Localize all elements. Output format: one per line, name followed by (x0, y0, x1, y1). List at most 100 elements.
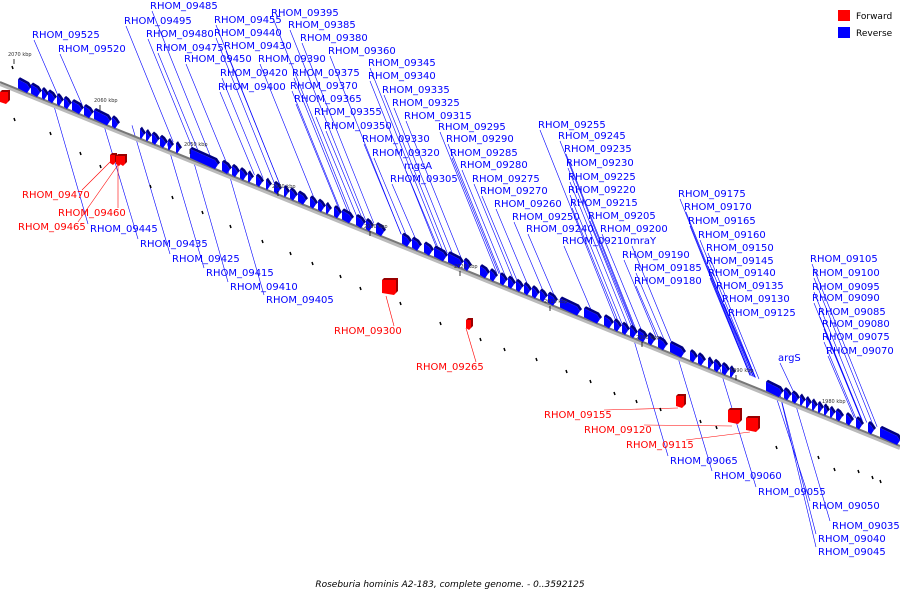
gene-arrow-reverse[interactable] (448, 253, 462, 268)
gene-label-reverse[interactable]: RHOM_09475 (156, 43, 224, 54)
gene-label-reverse[interactable]: RHOM_09430 (224, 41, 292, 52)
gene-arrow-reverse[interactable] (402, 234, 410, 247)
gene-arrow-reverse[interactable] (548, 293, 556, 306)
gene-arrow-reverse[interactable] (500, 274, 506, 286)
gene-arrow-reverse[interactable] (190, 148, 218, 170)
gene-arrow-reverse[interactable] (18, 79, 30, 94)
gene-label-reverse[interactable]: RHOM_09245 (558, 131, 626, 142)
gene-arrow-reverse[interactable] (766, 381, 782, 398)
gene-label-reverse[interactable]: RHOM_09365 (294, 94, 362, 105)
gene-label-reverse[interactable]: RHOM_09385 (288, 20, 356, 31)
gene-arrow-reverse[interactable] (830, 407, 834, 419)
gene-label-reverse[interactable]: RHOM_09065 (670, 456, 738, 467)
gene-arrow-reverse[interactable] (232, 165, 238, 178)
gene-label-reverse[interactable]: RHOM_09260 (494, 199, 562, 210)
gene-arrow-reverse[interactable] (146, 131, 150, 142)
gene-label-reverse[interactable]: RHOM_09420 (220, 68, 288, 79)
gene-arrow-reverse[interactable] (868, 423, 874, 435)
gene-arrow-reverse[interactable] (222, 161, 230, 175)
gene-label-reverse[interactable]: RHOM_09255 (538, 120, 606, 131)
gene-label-reverse[interactable]: argS (778, 353, 801, 364)
gene-label-reverse[interactable]: RHOM_09440 (214, 28, 282, 39)
gene-arrow-reverse[interactable] (648, 334, 654, 346)
gene-label-reverse[interactable]: RHOM_09175 (678, 189, 746, 200)
gene-label-reverse[interactable]: RHOM_09135 (716, 281, 784, 292)
gene-label-reverse[interactable]: RHOM_09070 (826, 346, 894, 357)
gene-label-reverse[interactable]: RHOM_09295 (438, 122, 506, 133)
gene-arrow-reverse[interactable] (638, 330, 646, 343)
gene-label-reverse[interactable]: RHOM_09055 (758, 487, 826, 498)
gene-arrow-reverse[interactable] (248, 172, 252, 183)
gene-label-reverse[interactable]: RHOM_09235 (564, 144, 632, 155)
gene-label-reverse[interactable]: RHOM_09125 (728, 308, 796, 319)
gene-arrow-reverse[interactable] (240, 169, 246, 181)
gene-label-forward[interactable]: RHOM_09155 (544, 410, 612, 421)
gene-arrow-reverse[interactable] (412, 238, 420, 251)
gene-arrow-reverse[interactable] (818, 402, 822, 414)
gene-label-reverse[interactable]: RHOM_09035 (832, 521, 900, 532)
gene-label-forward[interactable]: RHOM_09470 (22, 190, 90, 201)
gene-label-reverse[interactable]: RHOM_09190 (622, 250, 690, 261)
gene-arrow-reverse[interactable] (274, 182, 280, 195)
gene-label-reverse[interactable]: RHOM_09210 (562, 236, 630, 247)
gene-arrow-forward[interactable] (110, 155, 115, 165)
gene-arrow-reverse[interactable] (160, 136, 166, 149)
gene-label-reverse[interactable]: RHOM_09215 (570, 198, 638, 209)
gene-arrow-reverse[interactable] (722, 364, 728, 376)
gene-arrow-reverse[interactable] (31, 84, 40, 98)
gene-label-reverse[interactable]: mgsA (404, 161, 432, 172)
gene-arrow-reverse[interactable] (140, 128, 144, 140)
gene-arrow-reverse[interactable] (856, 418, 862, 430)
gene-arrow-forward[interactable] (120, 156, 125, 166)
gene-label-reverse[interactable]: RHOM_09320 (372, 148, 440, 159)
gene-label-forward[interactable]: RHOM_09265 (416, 362, 484, 373)
gene-label-reverse[interactable]: RHOM_09525 (32, 30, 100, 41)
gene-arrow-reverse[interactable] (792, 392, 798, 404)
gene-arrow-reverse[interactable] (784, 389, 790, 401)
gene-arrow-reverse[interactable] (424, 243, 432, 256)
gene-arrow-reverse[interactable] (698, 354, 704, 366)
gene-arrow-reverse[interactable] (604, 316, 612, 329)
gene-arrow-reverse[interactable] (690, 351, 696, 363)
gene-arrow-forward[interactable] (728, 410, 740, 424)
gene-arrow-reverse[interactable] (84, 105, 92, 119)
gene-label-reverse[interactable]: RHOM_09485 (150, 1, 218, 12)
gene-arrow-reverse[interactable] (256, 175, 262, 187)
gene-arrow-forward[interactable] (116, 156, 121, 166)
gene-arrow-reverse[interactable] (846, 414, 852, 426)
gene-label-reverse[interactable]: RHOM_09040 (818, 534, 886, 545)
gene-label-reverse[interactable]: RHOM_09410 (230, 282, 298, 293)
gene-label-reverse[interactable]: RHOM_09185 (634, 263, 702, 274)
gene-label-reverse[interactable]: RHOM_09330 (362, 134, 430, 145)
gene-label-reverse[interactable]: RHOM_09520 (58, 44, 126, 55)
gene-label-reverse[interactable]: RHOM_09145 (706, 256, 774, 267)
gene-arrow-reverse[interactable] (342, 210, 352, 224)
gene-arrow-reverse[interactable] (584, 308, 600, 324)
gene-arrow-reverse[interactable] (622, 323, 628, 335)
gene-label-reverse[interactable]: RHOM_09380 (300, 33, 368, 44)
gene-label-reverse[interactable]: RHOM_09415 (206, 268, 274, 279)
gene-arrow-reverse[interactable] (112, 117, 118, 129)
gene-label-reverse[interactable]: RHOM_09095 (812, 282, 880, 293)
gene-arrow-reverse[interactable] (48, 91, 55, 104)
gene-label-reverse[interactable]: RHOM_09100 (812, 268, 880, 279)
gene-label-reverse[interactable]: RHOM_09250 (512, 212, 580, 223)
gene-label-reverse[interactable]: RHOM_09240 (526, 224, 594, 235)
gene-arrow-reverse[interactable] (824, 405, 828, 416)
gene-arrow-forward[interactable] (0, 92, 8, 104)
gene-label-reverse[interactable]: RHOM_09165 (688, 216, 756, 227)
gene-arrow-reverse[interactable] (152, 133, 158, 145)
gene-label-reverse[interactable]: mraY (630, 236, 657, 247)
gene-label-reverse[interactable]: RHOM_09325 (392, 98, 460, 109)
gene-arrow-reverse[interactable] (326, 203, 330, 215)
gene-arrow-reverse[interactable] (630, 326, 636, 339)
gene-label-reverse[interactable]: RHOM_09270 (480, 186, 548, 197)
gene-arrow-reverse[interactable] (42, 88, 47, 101)
gene-label-reverse[interactable]: RHOM_09315 (404, 111, 472, 122)
gene-label-reverse[interactable]: RHOM_09290 (446, 134, 514, 145)
gene-label-reverse[interactable]: RHOM_09435 (140, 239, 208, 250)
gene-label-forward[interactable]: RHOM_09120 (584, 425, 652, 436)
gene-arrow-reverse[interactable] (266, 179, 270, 191)
gene-label-reverse[interactable]: RHOM_09395 (271, 8, 339, 19)
gene-label-forward[interactable]: RHOM_09115 (626, 440, 694, 451)
